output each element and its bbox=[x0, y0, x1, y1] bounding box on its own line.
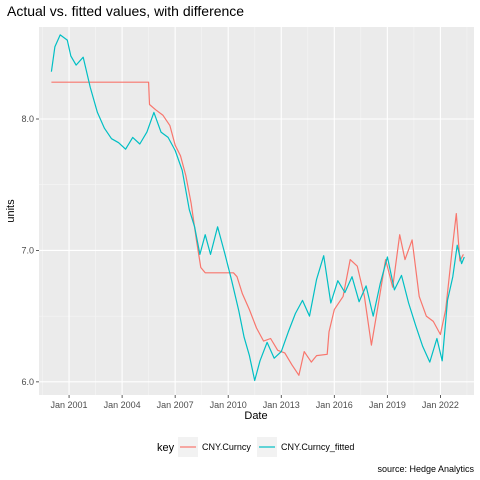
legend-label-1: CNY.Curncy_fitted bbox=[281, 442, 354, 452]
x-tick-label: Jan 2001 bbox=[51, 400, 88, 410]
x-tick-label: Jan 2022 bbox=[422, 400, 459, 410]
x-axis: Jan 2001 Jan 2004 Jan 2007 Jan 2010 Jan 2013… bbox=[51, 395, 459, 410]
y-tick-label: 6.0 bbox=[21, 377, 34, 387]
series-line-0 bbox=[51, 81, 464, 376]
x-tick-label: Jan 2007 bbox=[157, 400, 194, 410]
x-tick-label: Jan 2010 bbox=[210, 400, 247, 410]
series-line-1 bbox=[50, 34, 465, 382]
legend: key CNY.Curncy CNY.Curncy_fitted bbox=[157, 437, 354, 457]
x-tick-label: Jan 2004 bbox=[104, 400, 141, 410]
y-axis-title: units bbox=[5, 199, 17, 223]
chart-title: Actual vs. fitted values, with differenc… bbox=[7, 3, 244, 19]
x-tick-label: Jan 2016 bbox=[316, 400, 353, 410]
chart-caption: source: Hedge Analytics bbox=[377, 464, 474, 474]
x-axis-title: Date bbox=[244, 410, 267, 422]
y-tick-label: 7.0 bbox=[21, 245, 34, 255]
legend-title: key bbox=[157, 442, 175, 454]
series-layer bbox=[50, 34, 465, 382]
legend-label-0: CNY.Curncy bbox=[202, 442, 251, 452]
y-axis: 6.0 7.0 8.0 bbox=[21, 114, 39, 387]
x-tick-label: Jan 2013 bbox=[263, 400, 300, 410]
x-tick-label: Jan 2019 bbox=[369, 400, 406, 410]
y-tick-label: 8.0 bbox=[21, 114, 34, 124]
plot-panel bbox=[39, 27, 474, 395]
